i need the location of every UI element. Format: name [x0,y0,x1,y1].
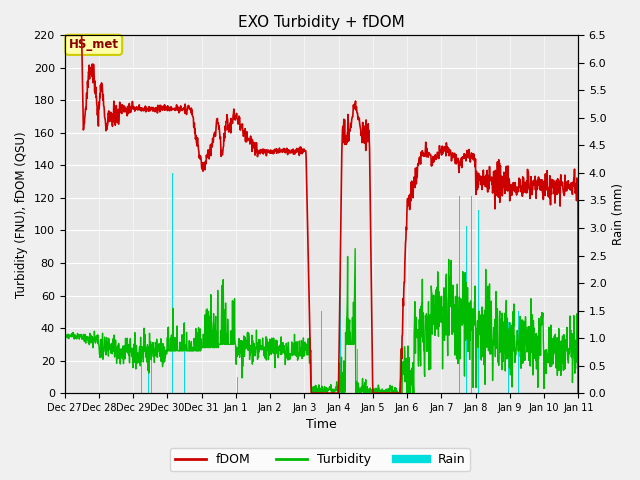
X-axis label: Time: Time [306,419,337,432]
Y-axis label: Rain (mm): Rain (mm) [612,183,625,245]
Y-axis label: Turbidity (FNU), fDOM (QSU): Turbidity (FNU), fDOM (QSU) [15,131,28,298]
Text: HS_met: HS_met [68,38,118,51]
Title: EXO Turbidity + fDOM: EXO Turbidity + fDOM [238,15,404,30]
Legend: fDOM, Turbidity, Rain: fDOM, Turbidity, Rain [170,448,470,471]
